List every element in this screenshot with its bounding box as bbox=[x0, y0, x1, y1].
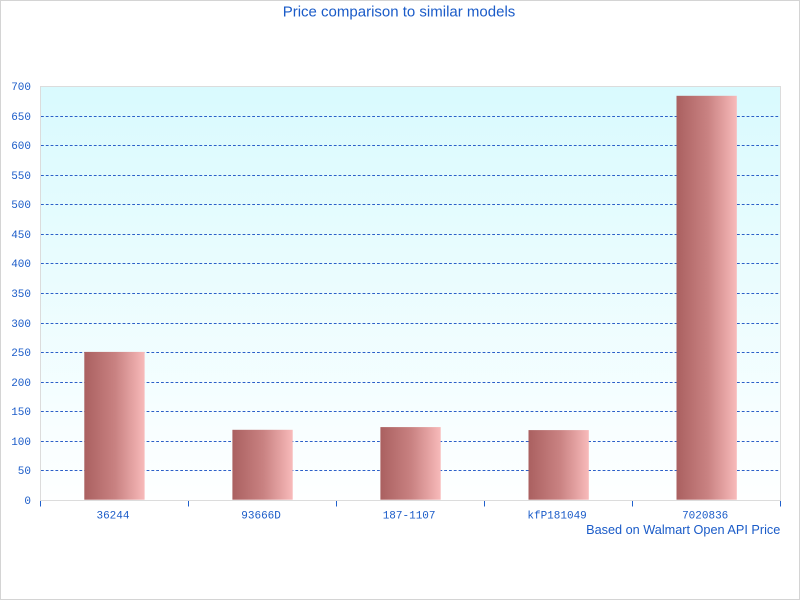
svg-text:250: 250 bbox=[11, 348, 31, 360]
svg-text:150: 150 bbox=[11, 407, 31, 419]
svg-text:200: 200 bbox=[11, 378, 31, 390]
svg-text:350: 350 bbox=[11, 289, 31, 301]
svg-text:Based on Walmart Open API Pric: Based on Walmart Open API Price bbox=[586, 523, 780, 537]
svg-text:650: 650 bbox=[11, 112, 31, 124]
svg-text:Price comparison to similar mo: Price comparison to similar models bbox=[283, 4, 516, 21]
svg-text:7020836: 7020836 bbox=[682, 511, 728, 523]
svg-text:100: 100 bbox=[11, 437, 31, 449]
svg-text:500: 500 bbox=[11, 200, 31, 212]
svg-text:600: 600 bbox=[11, 141, 31, 153]
svg-text:187-1107: 187-1107 bbox=[383, 511, 436, 523]
svg-text:0: 0 bbox=[24, 496, 31, 508]
svg-text:550: 550 bbox=[11, 171, 31, 183]
svg-text:450: 450 bbox=[11, 230, 31, 242]
svg-text:93666D: 93666D bbox=[241, 511, 281, 523]
svg-text:400: 400 bbox=[11, 259, 31, 271]
svg-text:36244: 36244 bbox=[96, 511, 129, 523]
svg-text:kfP181049: kfP181049 bbox=[527, 511, 586, 523]
svg-text:700: 700 bbox=[11, 82, 31, 94]
svg-text:50: 50 bbox=[18, 466, 31, 478]
svg-text:300: 300 bbox=[11, 319, 31, 331]
